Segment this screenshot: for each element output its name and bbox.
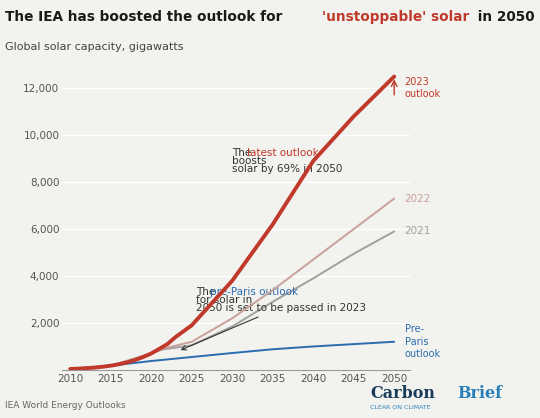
- Text: 2021: 2021: [405, 227, 431, 237]
- Text: 2022: 2022: [405, 194, 431, 204]
- Text: 2050 is set to be passed in 2023: 2050 is set to be passed in 2023: [196, 303, 366, 314]
- Text: Carbon: Carbon: [370, 385, 435, 402]
- Text: Pre-
Paris
outlook: Pre- Paris outlook: [405, 324, 441, 359]
- Text: The: The: [196, 287, 218, 297]
- Text: latest outlook: latest outlook: [247, 148, 319, 158]
- Text: CLEAR ON CLIMATE: CLEAR ON CLIMATE: [370, 405, 430, 410]
- Text: for solar in: for solar in: [196, 296, 252, 306]
- Text: 'unstoppable' solar: 'unstoppable' solar: [322, 10, 469, 24]
- Text: The IEA has boosted the outlook for: The IEA has boosted the outlook for: [5, 10, 287, 24]
- Text: boosts: boosts: [232, 156, 267, 166]
- Text: pre-Paris outlook: pre-Paris outlook: [210, 287, 299, 297]
- Text: 2023
outlook: 2023 outlook: [405, 76, 441, 99]
- Text: solar by 69% in 2050: solar by 69% in 2050: [232, 164, 342, 174]
- Text: IEA World Energy Outlooks: IEA World Energy Outlooks: [5, 401, 126, 410]
- Text: Global solar capacity, gigawatts: Global solar capacity, gigawatts: [5, 42, 184, 52]
- Text: Brief: Brief: [457, 385, 502, 402]
- Text: The: The: [232, 148, 255, 158]
- Text: in 2050 by 69%: in 2050 by 69%: [473, 10, 540, 24]
